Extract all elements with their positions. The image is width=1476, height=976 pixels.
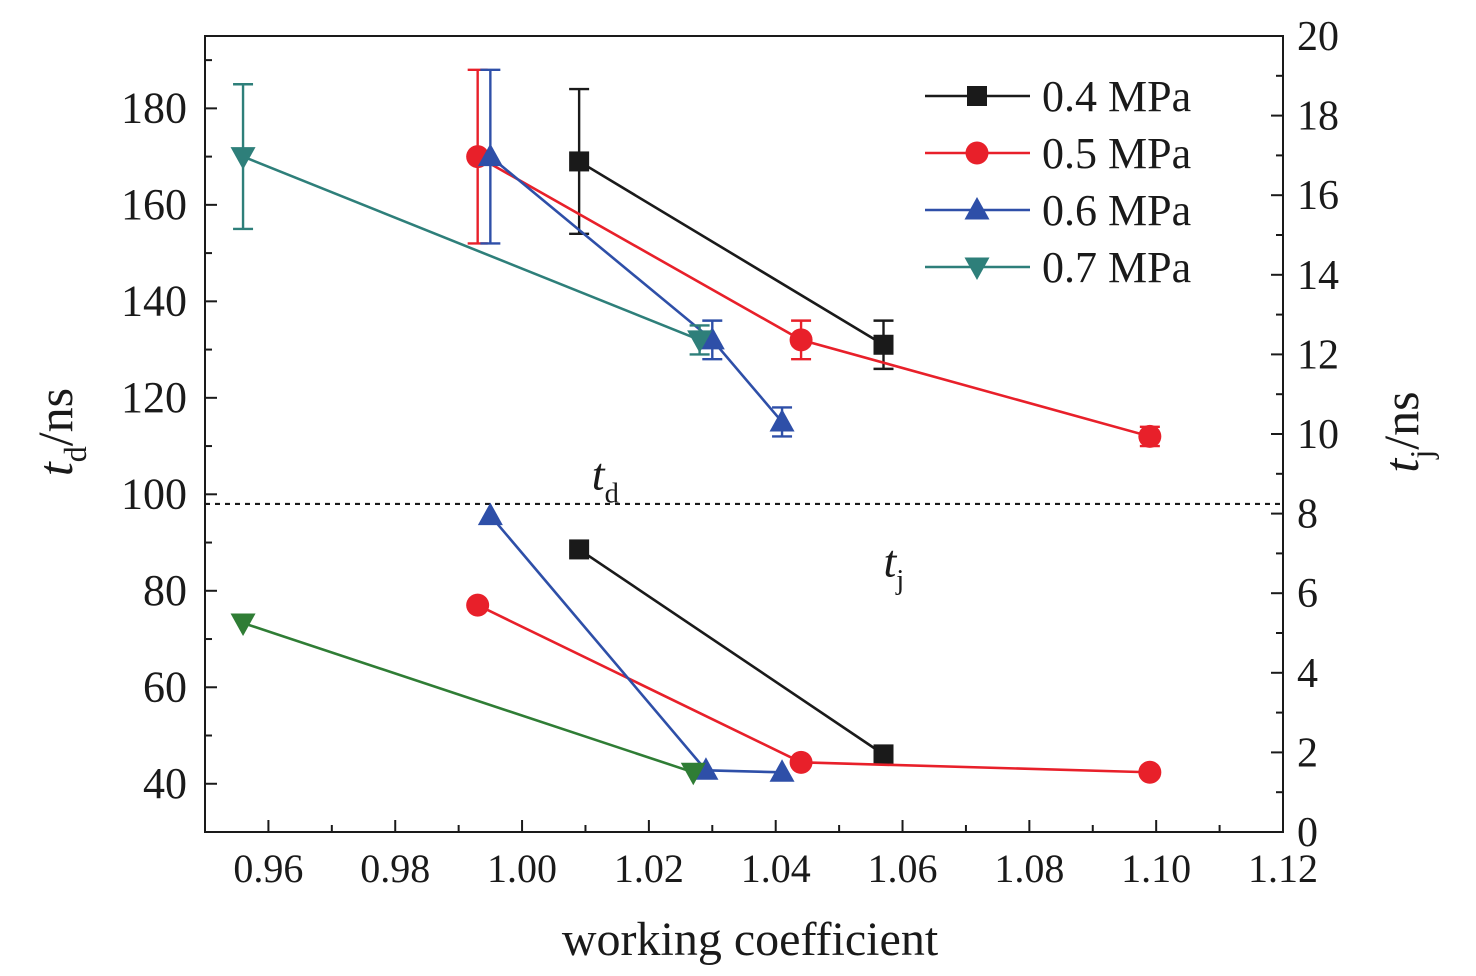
data-point-tj-0-6-mpa — [477, 502, 503, 526]
data-point-tj-0-7-mpa — [230, 613, 256, 637]
y-left-tick-label: 180 — [121, 83, 187, 132]
data-point-tj-0-5-mpa — [466, 593, 490, 617]
y-right-tick-label: 6 — [1297, 571, 1318, 617]
region-label-d: td — [592, 448, 619, 509]
x-tick-label: 0.96 — [233, 846, 303, 891]
data-point-tj-0-4-mpa — [569, 539, 590, 560]
y-left-tick-label: 80 — [143, 566, 187, 615]
data-point-tj-0-4-mpa — [873, 744, 894, 765]
series-line-tj-0-4-mpa — [578, 548, 885, 756]
axis-labels-group: td tj working coefficient td/ns tj/ns — [27, 388, 1439, 966]
axis-group: 0.96 0.98 1.00 1.02 1.04 1.06 1.08 1.10 1.124060… — [121, 14, 1339, 891]
x-axis-title: working coefficient — [562, 913, 939, 966]
y-left-tick-label: 60 — [143, 662, 187, 711]
series-line-tj-0-6-mpa — [489, 514, 783, 774]
series-line-tj-0-7-mpa — [242, 621, 694, 774]
y-right-tick-label: 16 — [1297, 173, 1339, 219]
y-left-tick-label: 40 — [143, 759, 187, 808]
x-tick-label: 0.98 — [360, 846, 430, 891]
legend-marker-0-6-mpa — [964, 197, 990, 220]
data-point-td-0-4-mpa — [569, 151, 590, 172]
x-tick-label: 1.10 — [1121, 846, 1191, 891]
legend-label-0-6-mpa: 0.6 MPa — [1042, 186, 1191, 235]
legend-label-0-4-mpa: 0.4 MPa — [1042, 72, 1191, 121]
y-left-axis-title: td/ns — [27, 388, 93, 476]
legend-marker-0-5-mpa — [965, 141, 989, 165]
series-group — [230, 68, 1162, 786]
legend-label-0-5-mpa: 0.5 MPa — [1042, 129, 1191, 178]
y-right-axis-title: tj/ns — [1373, 391, 1439, 472]
region-label-j: tj — [884, 535, 905, 596]
x-tick-label: 1.00 — [487, 846, 557, 891]
y-right-tick-label: 2 — [1297, 730, 1318, 776]
data-point-td-0-5-mpa — [1138, 424, 1162, 448]
y-left-tick-label: 120 — [121, 373, 187, 422]
legend-label-0-7-mpa: 0.7 MPa — [1042, 243, 1191, 292]
data-point-tj-0-6-mpa — [693, 757, 719, 780]
series-line-td-0-4-mpa — [578, 160, 885, 346]
data-point-tj-0-5-mpa — [789, 750, 813, 774]
y-right-tick-label: 18 — [1297, 94, 1339, 140]
y-right-tick-label: 10 — [1297, 412, 1339, 458]
y-right-tick-label: 0 — [1297, 810, 1318, 856]
y-left-tick-label: 160 — [121, 180, 187, 229]
x-tick-label: 1.04 — [741, 846, 811, 891]
legend: 0.4 MPa 0.5 MPa 0.6 MPa 0.7 MPa — [925, 72, 1191, 292]
legend-marker-0-4-mpa — [967, 86, 987, 106]
x-tick-label: 1.02 — [614, 846, 684, 891]
data-point-td-0-7-mpa — [230, 147, 256, 170]
y-right-tick-label: 4 — [1297, 651, 1318, 697]
y-right-tick-label: 20 — [1297, 14, 1339, 60]
data-point-tj-0-7-mpa — [680, 762, 706, 786]
data-point-td-0-5-mpa — [789, 328, 813, 352]
y-right-tick-label: 14 — [1297, 253, 1339, 299]
data-point-td-0-6-mpa — [699, 326, 725, 350]
y-left-tick-label: 140 — [121, 276, 187, 325]
x-tick-label: 1.12 — [1248, 846, 1318, 891]
x-tick-label: 1.08 — [994, 846, 1064, 891]
y-left-tick-label: 100 — [121, 469, 187, 518]
data-point-tj-0-6-mpa — [769, 759, 795, 782]
x-tick-label: 1.06 — [868, 846, 938, 891]
y-right-tick-label: 8 — [1297, 492, 1318, 538]
legend-marker-0-7-mpa — [964, 257, 990, 280]
data-point-tj-0-5-mpa — [1138, 760, 1162, 784]
data-point-td-0-4-mpa — [873, 334, 894, 355]
data-point-td-0-6-mpa — [769, 408, 795, 432]
data-point-td-0-6-mpa — [477, 143, 503, 167]
series-line-tj-0-5-mpa — [477, 603, 1150, 774]
data-point-td-0-7-mpa — [687, 330, 713, 353]
y-right-tick-label: 12 — [1297, 332, 1339, 378]
series-line-td-0-7-mpa — [242, 155, 701, 342]
